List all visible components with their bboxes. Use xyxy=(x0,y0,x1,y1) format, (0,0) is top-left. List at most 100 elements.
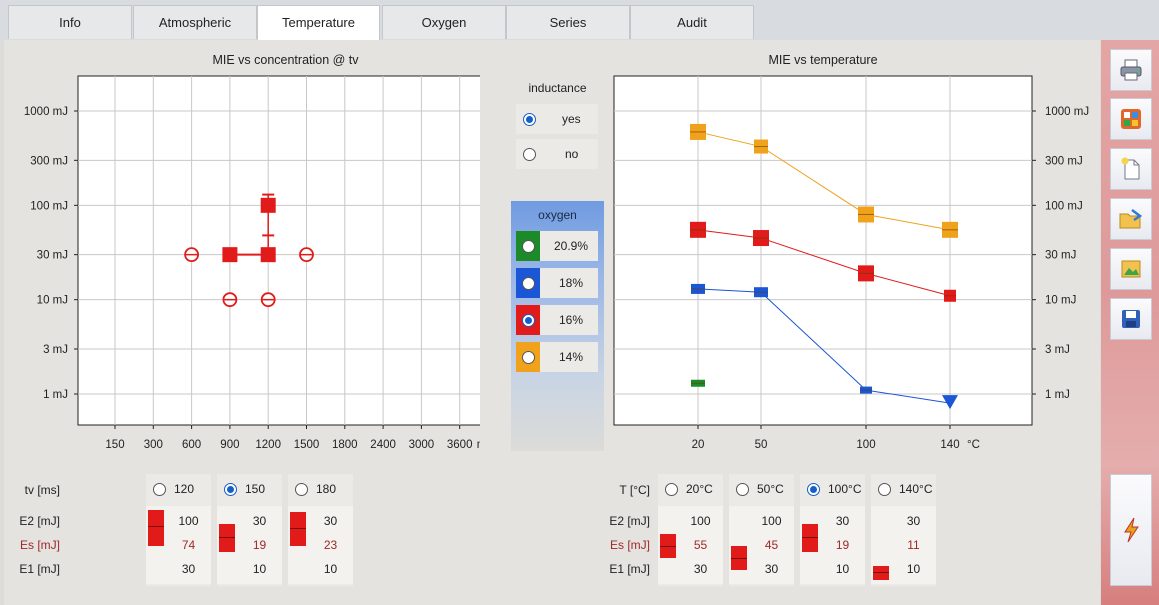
e2-value: 30 xyxy=(835,514,850,528)
tv-option-120[interactable]: 120 xyxy=(146,474,211,504)
oxygen-option-14[interactable]: 14% xyxy=(516,342,598,372)
y-tick-label: 30 mJ xyxy=(1045,250,1076,262)
tab-audit[interactable]: Audit xyxy=(630,5,754,39)
radio-button[interactable] xyxy=(521,350,535,364)
x-tick-label: 1200 xyxy=(255,439,281,451)
import-image-button[interactable] xyxy=(1110,248,1152,290)
palette-icon xyxy=(1121,109,1141,129)
radio-button[interactable] xyxy=(521,239,535,253)
radio-button[interactable] xyxy=(521,313,535,327)
left-chart: 1000 mJ 300 mJ 100 mJ 30 mJ 10 mJ 3 mJ 1 mJ 150… xyxy=(24,75,480,451)
oxygen-option-18[interactable]: 18% xyxy=(516,268,598,298)
x-tick-label: 3600 xyxy=(447,439,473,451)
es-label: Es [mJ] xyxy=(609,538,650,552)
es-value: 74 xyxy=(181,538,196,552)
option-label: 180 xyxy=(316,482,337,496)
y-tick-label: 100 mJ xyxy=(30,200,68,212)
option-label: 18% xyxy=(558,276,584,290)
printer-icon xyxy=(1120,59,1142,81)
es-marker xyxy=(731,558,747,559)
x-tick-label: 900 xyxy=(220,439,239,451)
y-tick-label: 1000 mJ xyxy=(1045,106,1089,118)
es-label: Es [mJ] xyxy=(19,538,60,552)
e1-value: 10 xyxy=(906,562,921,576)
inductance-label: inductance xyxy=(528,81,587,95)
new-document-button[interactable] xyxy=(1110,148,1152,190)
tab-temperature[interactable]: Temperature xyxy=(257,5,380,41)
es-marker xyxy=(219,537,235,538)
energy-values: 100 55 30 xyxy=(658,506,723,584)
y-tick-label: 300 mJ xyxy=(30,155,68,167)
y-tick-label: 30 mJ xyxy=(37,250,68,262)
e2-value: 100 xyxy=(690,514,711,528)
es-marker xyxy=(148,526,164,527)
energy-values: 100 74 30 xyxy=(146,506,211,584)
run-action-button[interactable] xyxy=(1110,474,1152,586)
radio-button[interactable] xyxy=(665,482,678,496)
radio-button[interactable] xyxy=(224,482,237,496)
tab-series[interactable]: Series xyxy=(506,5,630,39)
option-label: 150 xyxy=(245,482,266,496)
y-tick-label: 3 mJ xyxy=(1045,344,1070,356)
es-value: 45 xyxy=(764,538,779,552)
energy-values: 30 19 10 xyxy=(800,506,865,584)
radio-button[interactable] xyxy=(878,482,891,496)
e1-value: 30 xyxy=(181,562,196,576)
radio-button[interactable] xyxy=(521,276,535,290)
tab-info[interactable]: Info xyxy=(8,5,132,39)
option-label: 140°C xyxy=(899,482,933,496)
y-tick-label: 10 mJ xyxy=(1045,295,1076,307)
e2-label: E2 [mJ] xyxy=(609,514,650,528)
energy-range-bar xyxy=(873,566,889,580)
save-button[interactable] xyxy=(1110,298,1152,340)
energy-values: 100 45 30 xyxy=(729,506,794,584)
y-tick-label: 3 mJ xyxy=(43,344,68,356)
radio-button[interactable] xyxy=(523,112,536,126)
open-folder-button[interactable] xyxy=(1110,198,1152,240)
x-tick-label: 140 xyxy=(940,439,959,451)
radio-button[interactable] xyxy=(153,482,166,496)
temp-column-20: 20°C 100 55 30 xyxy=(658,474,723,586)
e2-value: 30 xyxy=(323,514,338,528)
temp-option-140[interactable]: 140°C xyxy=(871,474,936,504)
new-document-icon xyxy=(1121,157,1140,180)
radio-button[interactable] xyxy=(523,147,536,161)
temp-option-50[interactable]: 50°C xyxy=(729,474,794,504)
import-image-icon xyxy=(1121,260,1141,278)
plot-area xyxy=(77,75,480,426)
e2-value: 30 xyxy=(906,514,921,528)
tab-atmospheric[interactable]: Atmospheric xyxy=(133,5,257,39)
inductance-yes-option[interactable]: yes xyxy=(516,104,598,134)
x-tick-label: 300 xyxy=(144,439,163,451)
radio-button[interactable] xyxy=(807,482,820,496)
right-chart: 1000 mJ 300 mJ 100 mJ 30 mJ 10 mJ 3 mJ 1 mJ 20 5… xyxy=(613,75,1089,451)
es-value: 19 xyxy=(252,538,267,552)
energy-range-bar xyxy=(219,524,235,552)
temp-column-50: 50°C 100 45 30 xyxy=(729,474,794,586)
x-unit-label: mg xyxy=(477,439,480,451)
option-label: 20.9% xyxy=(553,239,589,253)
option-label: 50°C xyxy=(757,482,784,496)
sidebar xyxy=(1101,40,1159,605)
es-marker xyxy=(660,546,676,547)
x-tick-label: 3000 xyxy=(409,439,435,451)
ignition-point xyxy=(222,247,238,263)
radio-button[interactable] xyxy=(736,482,749,496)
print-button[interactable] xyxy=(1110,49,1152,91)
color-settings-button[interactable] xyxy=(1110,98,1152,140)
oxygen-option-20-9[interactable]: 20.9% xyxy=(516,231,598,261)
oxygen-option-16[interactable]: 16% xyxy=(516,305,598,335)
tv-option-180[interactable]: 180 xyxy=(288,474,353,504)
inductance-no-option[interactable]: no xyxy=(516,139,598,169)
radio-button[interactable] xyxy=(295,482,308,496)
tv-column-150: 150 30 19 10 xyxy=(217,474,282,586)
tv-column-120: 120 100 74 30 xyxy=(146,474,211,586)
oxygen-panel: oxygen 20.9% 18% 16% 14% xyxy=(511,201,604,451)
temp-option-100[interactable]: 100°C xyxy=(800,474,865,504)
temp-option-20[interactable]: 20°C xyxy=(658,474,723,504)
es-value: 55 xyxy=(693,538,708,552)
tv-option-150[interactable]: 150 xyxy=(217,474,282,504)
oxygen-label: oxygen xyxy=(538,208,577,222)
tab-oxygen[interactable]: Oxygen xyxy=(382,5,506,39)
x-tick-label: 100 xyxy=(856,439,875,451)
